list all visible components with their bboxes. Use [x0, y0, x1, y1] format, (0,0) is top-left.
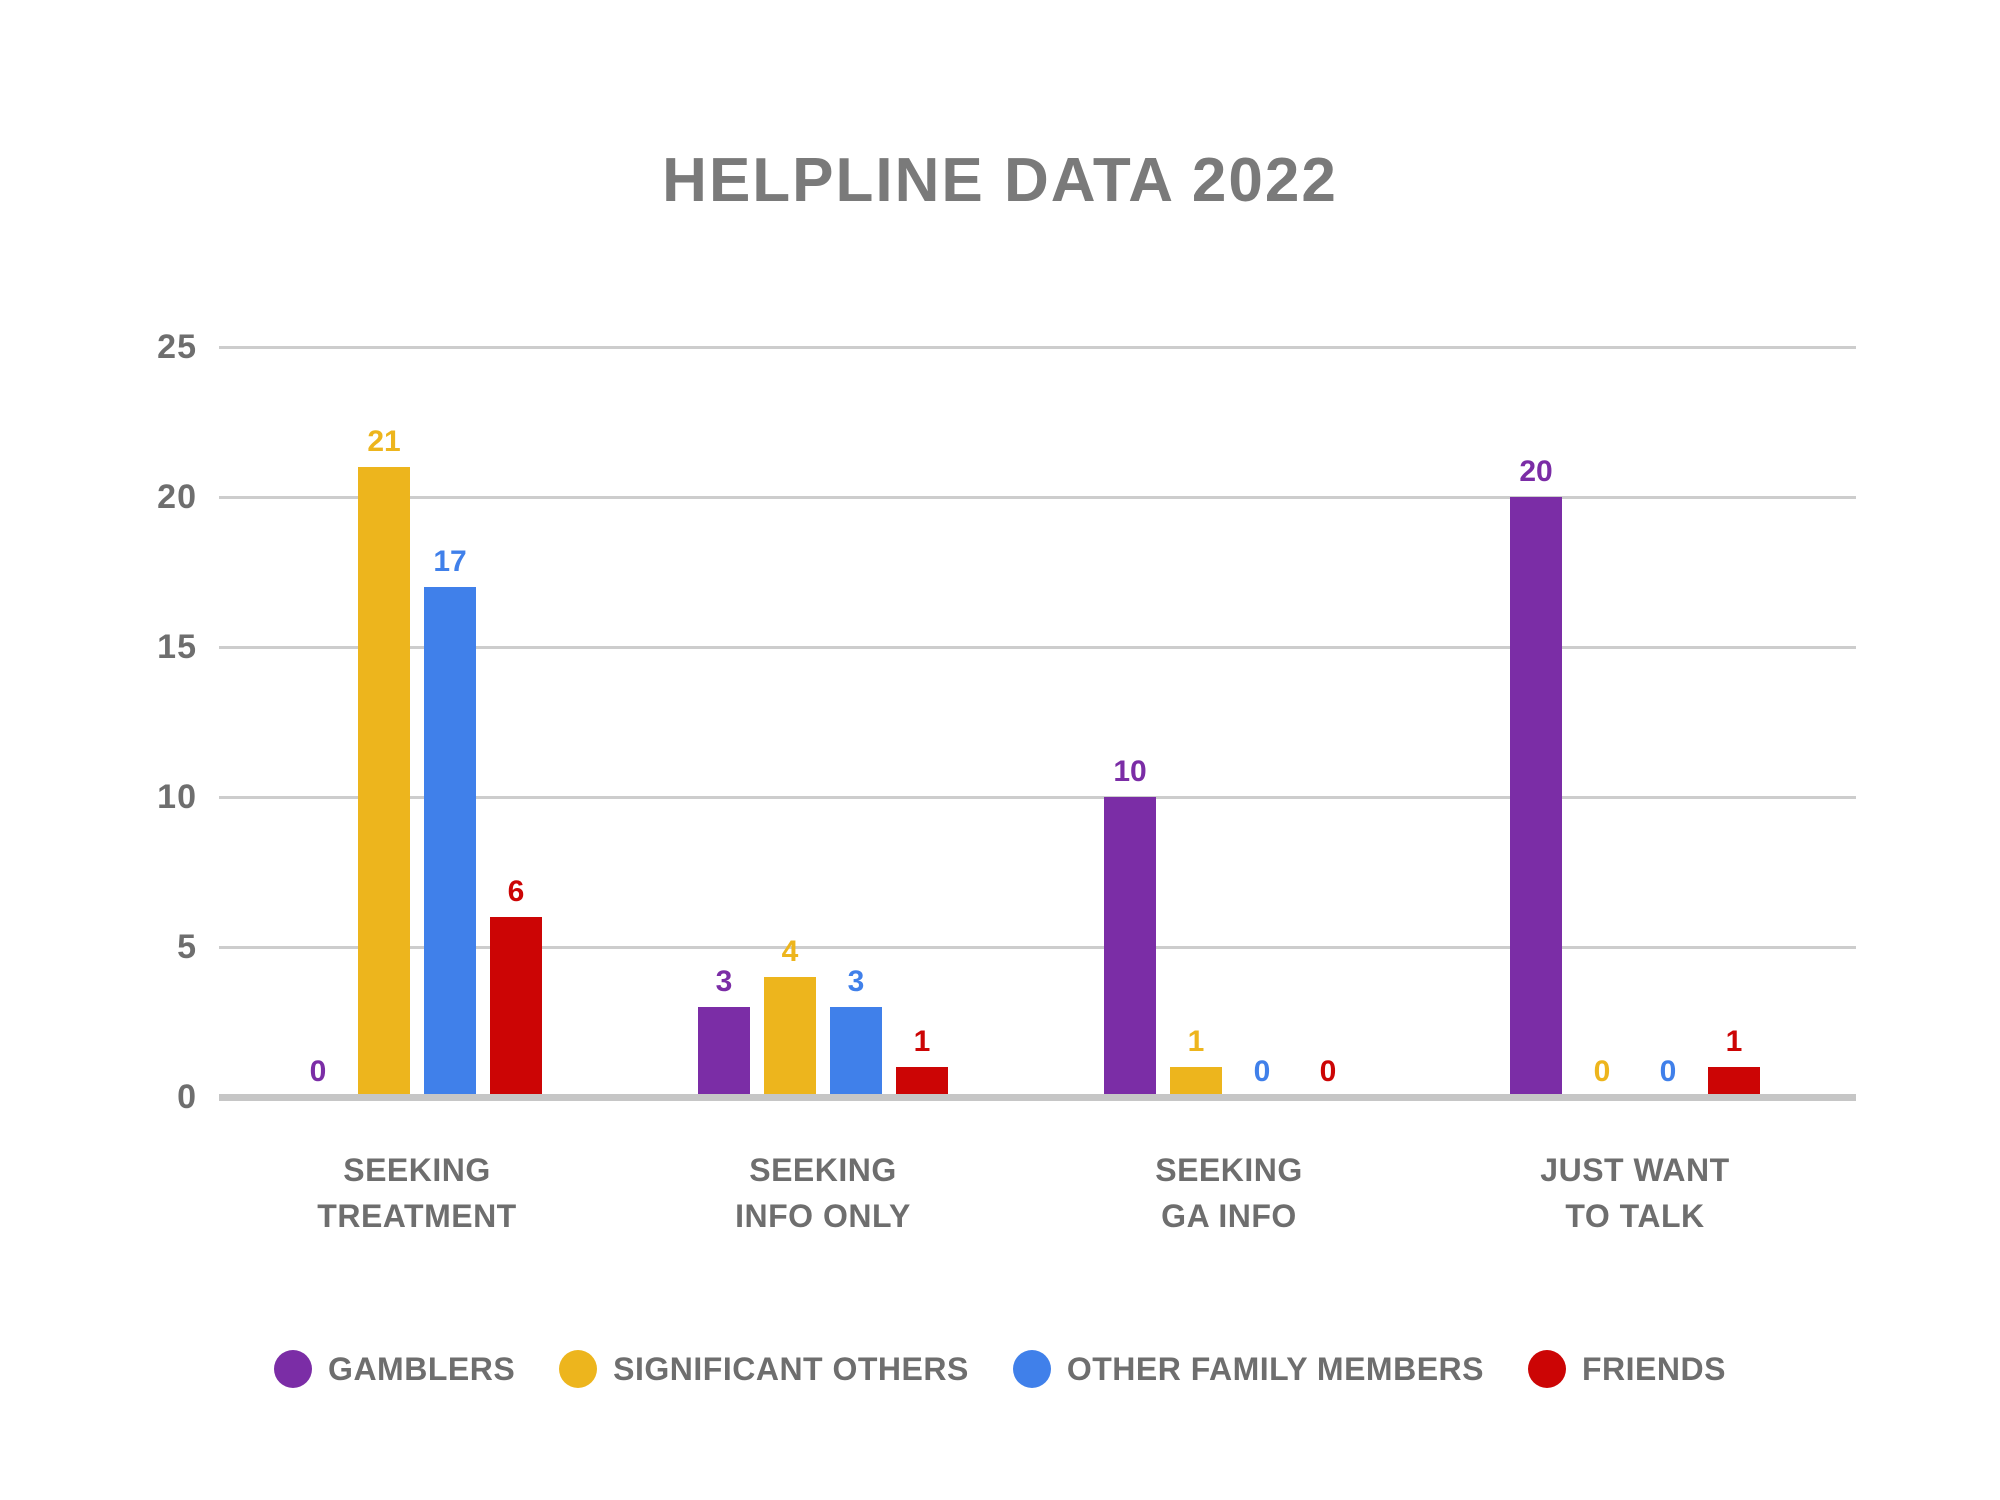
category-label-line2: TO TALK: [1565, 1198, 1705, 1234]
value-label-friends-seeking-treatment: 6: [507, 875, 525, 908]
bar-slot-significant-others-just-want-to-talk: 0: [1576, 347, 1628, 1097]
value-label-gamblers-seeking-info-only: 3: [715, 965, 733, 998]
y-tick-label-20: 20: [157, 478, 197, 516]
x-axis-line: [219, 1094, 1856, 1101]
legend: GAMBLERS SIGNIFICANT OTHERS OTHER FAMILY M…: [0, 1350, 2000, 1388]
value-label-gamblers-seeking-ga-info: 10: [1113, 755, 1147, 788]
category-label-line1: SEEKING: [749, 1152, 897, 1188]
bar-slot-friends-just-want-to-talk: 1: [1708, 347, 1760, 1097]
bar-slot-other-family-members-seeking-treatment: 17: [424, 347, 476, 1097]
legend-item-friends: FRIENDS: [1527, 1350, 1726, 1388]
value-label-significant-others-just-want-to-talk: 0: [1593, 1055, 1611, 1088]
value-label-other-family-members-seeking-info-only: 3: [847, 965, 865, 998]
bar-friends-seeking-info-only: [896, 1067, 948, 1097]
bar-group-seeking-info-only: 3 4 3 1: [698, 347, 948, 1097]
value-label-gamblers-just-want-to-talk: 20: [1519, 455, 1553, 488]
gridline-25: [219, 346, 1856, 349]
bar-slot-significant-others-seeking-info-only: 4: [764, 347, 816, 1097]
gridline-10: [219, 796, 1856, 799]
value-label-significant-others-seeking-ga-info: 1: [1187, 1025, 1205, 1058]
category-label-line2: INFO ONLY: [735, 1198, 911, 1234]
category-label-line2: TREATMENT: [317, 1198, 517, 1234]
legend-swatch-significant-others-icon: [559, 1350, 598, 1388]
gridline-20: [219, 496, 1856, 499]
legend-label-other-family-members: OTHER FAMILY MEMBERS: [1066, 1350, 1484, 1387]
bar-slot-other-family-members-seeking-ga-info: 0: [1236, 347, 1288, 1097]
legend-label-gamblers: GAMBLERS: [328, 1350, 516, 1387]
bar-significant-others-seeking-info-only: [764, 977, 816, 1097]
bar-group-seeking-treatment: 0 21 17 6: [292, 347, 542, 1097]
legend-item-gamblers: GAMBLERS: [274, 1350, 515, 1388]
category-label-just-want-to-talk: JUST WANT TO TALK: [1465, 1147, 1805, 1239]
bar-slot-gamblers-seeking-treatment: 0: [292, 347, 344, 1097]
bar-other-family-members-seeking-info-only: [830, 1007, 882, 1097]
bar-slot-other-family-members-seeking-info-only: 3: [830, 347, 882, 1097]
bar-gamblers-seeking-info-only: [698, 1007, 750, 1097]
value-label-significant-others-seeking-info-only: 4: [781, 935, 799, 968]
category-label-seeking-info-only: SEEKING INFO ONLY: [653, 1147, 993, 1239]
bar-slot-friends-seeking-info-only: 1: [896, 347, 948, 1097]
bar-friends-seeking-treatment: [490, 917, 542, 1097]
value-label-significant-others-seeking-treatment: 21: [367, 425, 401, 458]
legend-swatch-friends-icon: [1527, 1350, 1566, 1388]
bar-slot-significant-others-seeking-ga-info: 1: [1170, 347, 1222, 1097]
bar-slot-gamblers-just-want-to-talk: 20: [1510, 347, 1562, 1097]
category-label-line1: SEEKING: [1155, 1152, 1303, 1188]
gridline-5: [219, 946, 1856, 949]
category-label-line1: SEEKING: [343, 1152, 491, 1188]
value-label-friends-just-want-to-talk: 1: [1725, 1025, 1743, 1058]
chart-title: HELPLINE DATA 2022: [662, 146, 1338, 215]
gridline-15: [219, 646, 1856, 649]
bar-slot-friends-seeking-treatment: 6: [490, 347, 542, 1097]
category-label-line1: JUST WANT: [1540, 1152, 1730, 1188]
legend-swatch-other-family-members-icon: [1012, 1350, 1051, 1388]
bar-slot-friends-seeking-ga-info: 0: [1302, 347, 1354, 1097]
legend-label-significant-others: SIGNIFICANT OTHERS: [613, 1350, 969, 1387]
y-tick-label-15: 15: [157, 628, 197, 666]
category-label-seeking-treatment: SEEKING TREATMENT: [247, 1147, 587, 1239]
y-tick-label-0: 0: [177, 1078, 197, 1116]
legend-swatch-gamblers-icon: [274, 1350, 313, 1388]
value-label-gamblers-seeking-treatment: 0: [309, 1055, 327, 1088]
bar-other-family-members-seeking-treatment: [424, 587, 476, 1097]
bar-friends-just-want-to-talk: [1708, 1067, 1760, 1097]
bar-slot-significant-others-seeking-treatment: 21: [358, 347, 410, 1097]
value-label-other-family-members-just-want-to-talk: 0: [1659, 1055, 1677, 1088]
value-label-other-family-members-seeking-ga-info: 0: [1253, 1055, 1271, 1088]
legend-label-friends: FRIENDS: [1581, 1350, 1726, 1387]
bar-gamblers-seeking-ga-info: [1104, 797, 1156, 1097]
bar-group-seeking-ga-info: 10 1 0 0: [1104, 347, 1354, 1097]
bar-group-just-want-to-talk: 20 0 0 1: [1510, 347, 1760, 1097]
y-tick-label-10: 10: [157, 778, 197, 816]
bar-slot-gamblers-seeking-ga-info: 10: [1104, 347, 1156, 1097]
bar-significant-others-seeking-ga-info: [1170, 1067, 1222, 1097]
bar-slot-gamblers-seeking-info-only: 3: [698, 347, 750, 1097]
value-label-friends-seeking-info-only: 1: [913, 1025, 931, 1058]
y-tick-label-25: 25: [157, 328, 197, 366]
bar-gamblers-just-want-to-talk: [1510, 497, 1562, 1097]
value-label-friends-seeking-ga-info: 0: [1319, 1055, 1337, 1088]
category-label-seeking-ga-info: SEEKING GA INFO: [1059, 1147, 1399, 1239]
bar-slot-other-family-members-just-want-to-talk: 0: [1642, 347, 1694, 1097]
y-tick-label-5: 5: [177, 928, 197, 966]
legend-item-significant-others: SIGNIFICANT OTHERS: [559, 1350, 969, 1388]
category-label-line2: GA INFO: [1161, 1198, 1297, 1234]
value-label-other-family-members-seeking-treatment: 17: [433, 545, 467, 578]
legend-item-other-family-members: OTHER FAMILY MEMBERS: [1012, 1350, 1484, 1388]
bar-significant-others-seeking-treatment: [358, 467, 410, 1097]
